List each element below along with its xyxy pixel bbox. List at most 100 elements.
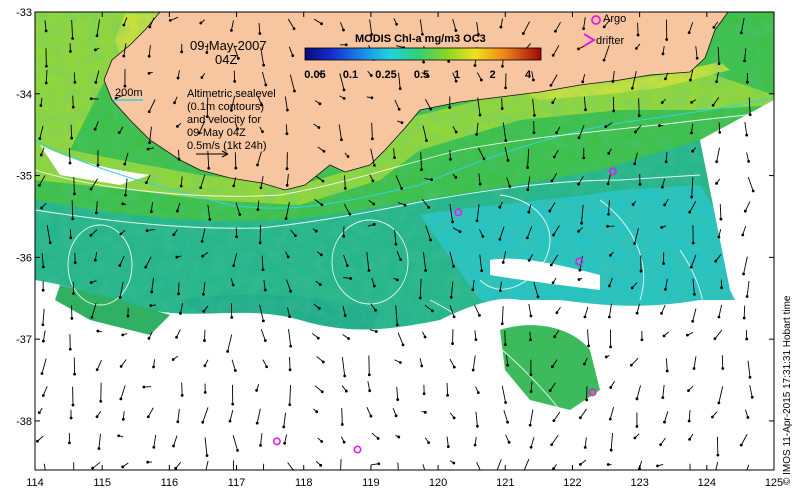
velocity-arrow-head: [529, 445, 533, 449]
velocity-arrow: [661, 305, 666, 314]
velocity-arrow-head: [314, 229, 318, 233]
velocity-arrow: [691, 123, 694, 133]
velocity-arrow: [578, 176, 584, 185]
velocity-arrow-head: [319, 463, 323, 467]
velocity-arrow-head: [71, 217, 75, 221]
velocity-arrow-head: [551, 281, 555, 285]
velocity-arrow: [501, 306, 504, 324]
velocity-arrow-head: [609, 345, 613, 349]
velocity-arrow-head: [393, 156, 396, 160]
velocity-arrow-head: [69, 236, 73, 240]
velocity-arrow-head: [639, 269, 643, 273]
velocity-arrow-head: [745, 133, 749, 137]
note-line-5: 0.5m/s (1kt 24h): [187, 140, 266, 152]
velocity-arrow: [532, 99, 535, 116]
velocity-arrow: [370, 148, 375, 166]
velocity-arrow-head: [717, 401, 721, 405]
velocity-arrow-head: [317, 306, 321, 310]
argo-float-marker: [454, 208, 463, 217]
velocity-arrow: [205, 461, 209, 470]
velocity-arrow-head: [346, 155, 350, 158]
velocity-arrow: [235, 202, 241, 215]
velocity-arrow: [478, 173, 481, 185]
velocity-arrow-head: [607, 315, 611, 319]
velocity-arrow-head: [177, 292, 180, 296]
velocity-arrow-head: [689, 472, 692, 475]
isobath-label: 200m: [115, 87, 143, 99]
velocity-arrow: [341, 357, 346, 376]
velocity-arrow-head: [528, 423, 532, 427]
lat-tick-label: -34: [16, 89, 32, 101]
velocity-arrow: [719, 204, 722, 220]
velocity-arrow: [500, 18, 504, 28]
velocity-arrow-head: [476, 424, 479, 428]
velocity-arrow-head: [612, 109, 616, 113]
colorbar-tick-label: 4: [525, 69, 532, 81]
velocity-arrow-head: [746, 416, 750, 419]
velocity-arrow-head: [318, 283, 322, 286]
plot-area: [35, 12, 774, 475]
velocity-arrow: [523, 458, 530, 470]
velocity-arrow-head: [717, 315, 721, 319]
velocity-arrow: [227, 334, 233, 352]
velocity-arrow: [476, 72, 482, 81]
velocity-arrow-head: [147, 336, 151, 340]
velocity-arrow-head: [522, 471, 525, 474]
velocity-arrow-head: [420, 364, 424, 368]
velocity-arrow: [261, 255, 264, 270]
velocity-arrow-head: [148, 25, 152, 29]
velocity-arrow-head: [504, 86, 507, 90]
velocity-arrow-head: [142, 385, 146, 389]
velocity-arrow: [288, 46, 294, 56]
velocity-arrow: [342, 305, 346, 316]
velocity-arrow-head: [498, 237, 502, 241]
colorbar-tick-label: 0.25: [375, 69, 396, 81]
cloud-mask-west: [35, 280, 774, 470]
longitude-axis: 114 115 116 117 118 119 120 121 122 123 124 125: [26, 12, 783, 489]
velocity-arrow-head: [232, 184, 236, 188]
velocity-arrow-head: [340, 138, 343, 142]
velocity-arrow-head: [256, 163, 259, 167]
velocity-arrow-head: [339, 471, 342, 474]
velocity-arrow: [712, 97, 720, 106]
velocity-arrow-head: [501, 261, 505, 264]
velocity-arrow: [634, 228, 639, 244]
velocity-arrow: [449, 251, 454, 267]
velocity-arrow-head: [691, 149, 695, 153]
velocity-arrow-head: [691, 241, 695, 245]
velocity-arrow-head: [118, 296, 122, 299]
velocity-arrow-head: [117, 131, 121, 135]
velocity-arrow-head: [285, 183, 289, 187]
velocity-arrow-head: [536, 295, 540, 299]
velocity-arrow-head: [262, 471, 265, 474]
velocity-arrow: [258, 22, 261, 34]
velocity-arrow: [41, 253, 44, 268]
velocity-arrow-head: [420, 168, 423, 171]
velocity-arrow-head: [152, 365, 155, 369]
velocity-arrow: [176, 329, 181, 338]
velocity-arrow: [552, 359, 558, 367]
velocity-arrow-head: [90, 315, 94, 319]
velocity-arrow-head: [552, 155, 556, 159]
velocity-arrow: [740, 434, 748, 446]
velocity-arrow-head: [342, 88, 346, 92]
velocity-arrow-head: [739, 31, 743, 35]
velocity-arrow: [287, 18, 295, 29]
velocity-arrow: [394, 229, 397, 245]
velocity-arrow-head: [261, 319, 265, 323]
velocity-arrow-head: [347, 337, 350, 340]
velocity-arrow-head: [635, 397, 639, 401]
velocity-arrow-head: [370, 32, 374, 36]
map-time: 04Z: [215, 52, 237, 67]
velocity-arrow-head: [121, 465, 125, 469]
velocity-arrow: [145, 174, 151, 183]
velocity-arrow: [98, 433, 101, 449]
velocity-arrow-head: [711, 415, 714, 419]
velocity-arrow: [257, 151, 262, 166]
velocity-arrow-head: [121, 333, 125, 337]
velocity-arrow-head: [93, 127, 97, 131]
map-date: 09-May-2007: [190, 38, 267, 53]
velocity-arrow-head: [288, 315, 291, 319]
velocity-arrow-head: [607, 151, 611, 155]
colorbar-tick-label: 0.05: [304, 69, 325, 81]
